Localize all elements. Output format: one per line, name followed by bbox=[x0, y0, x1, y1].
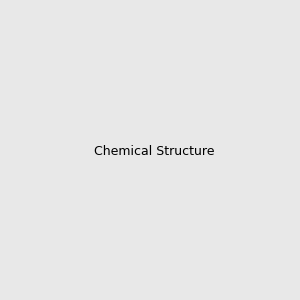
Text: Chemical Structure: Chemical Structure bbox=[94, 145, 214, 158]
